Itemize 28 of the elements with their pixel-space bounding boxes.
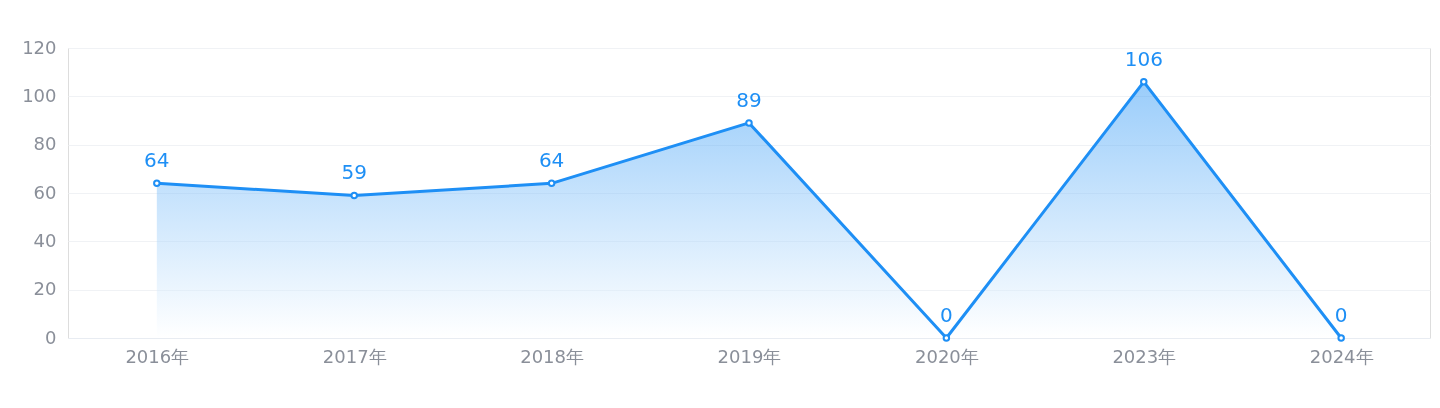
x-tick-label: 2016年 (125, 345, 190, 367)
point (1140, 78, 1148, 86)
y-tick-label: 20 (33, 278, 57, 300)
point (942, 334, 951, 342)
y-tick-label: 80 (33, 133, 57, 155)
x-tick-label: 2018年 (520, 345, 585, 367)
data-label: 64 (144, 148, 170, 173)
x-tick-label: 2023年 (1112, 345, 1177, 367)
data-label: 89 (736, 87, 762, 112)
point (547, 179, 556, 188)
x-tick-label: 2020年 (914, 345, 979, 367)
point (350, 191, 358, 200)
data-label: 64 (538, 148, 565, 173)
point (1337, 334, 1345, 342)
point (153, 179, 161, 188)
data-label: 0 (1334, 303, 1348, 327)
y-tick-label: 40 (33, 229, 57, 251)
data-label: 59 (341, 160, 367, 185)
x-tick-label: 2019年 (717, 345, 782, 367)
y-tick-label: 100 (22, 84, 57, 106)
x-tick-label: 2017年 (322, 345, 387, 367)
y-tick-label: 60 (33, 181, 57, 203)
x-tick-label: 2024年 (1309, 345, 1374, 367)
point (745, 119, 753, 127)
data-label: 106 (1124, 46, 1163, 71)
y-tick-label: 120 (22, 36, 57, 58)
y-tick-label: 0 (45, 326, 57, 348)
data-label: 0 (940, 303, 953, 327)
